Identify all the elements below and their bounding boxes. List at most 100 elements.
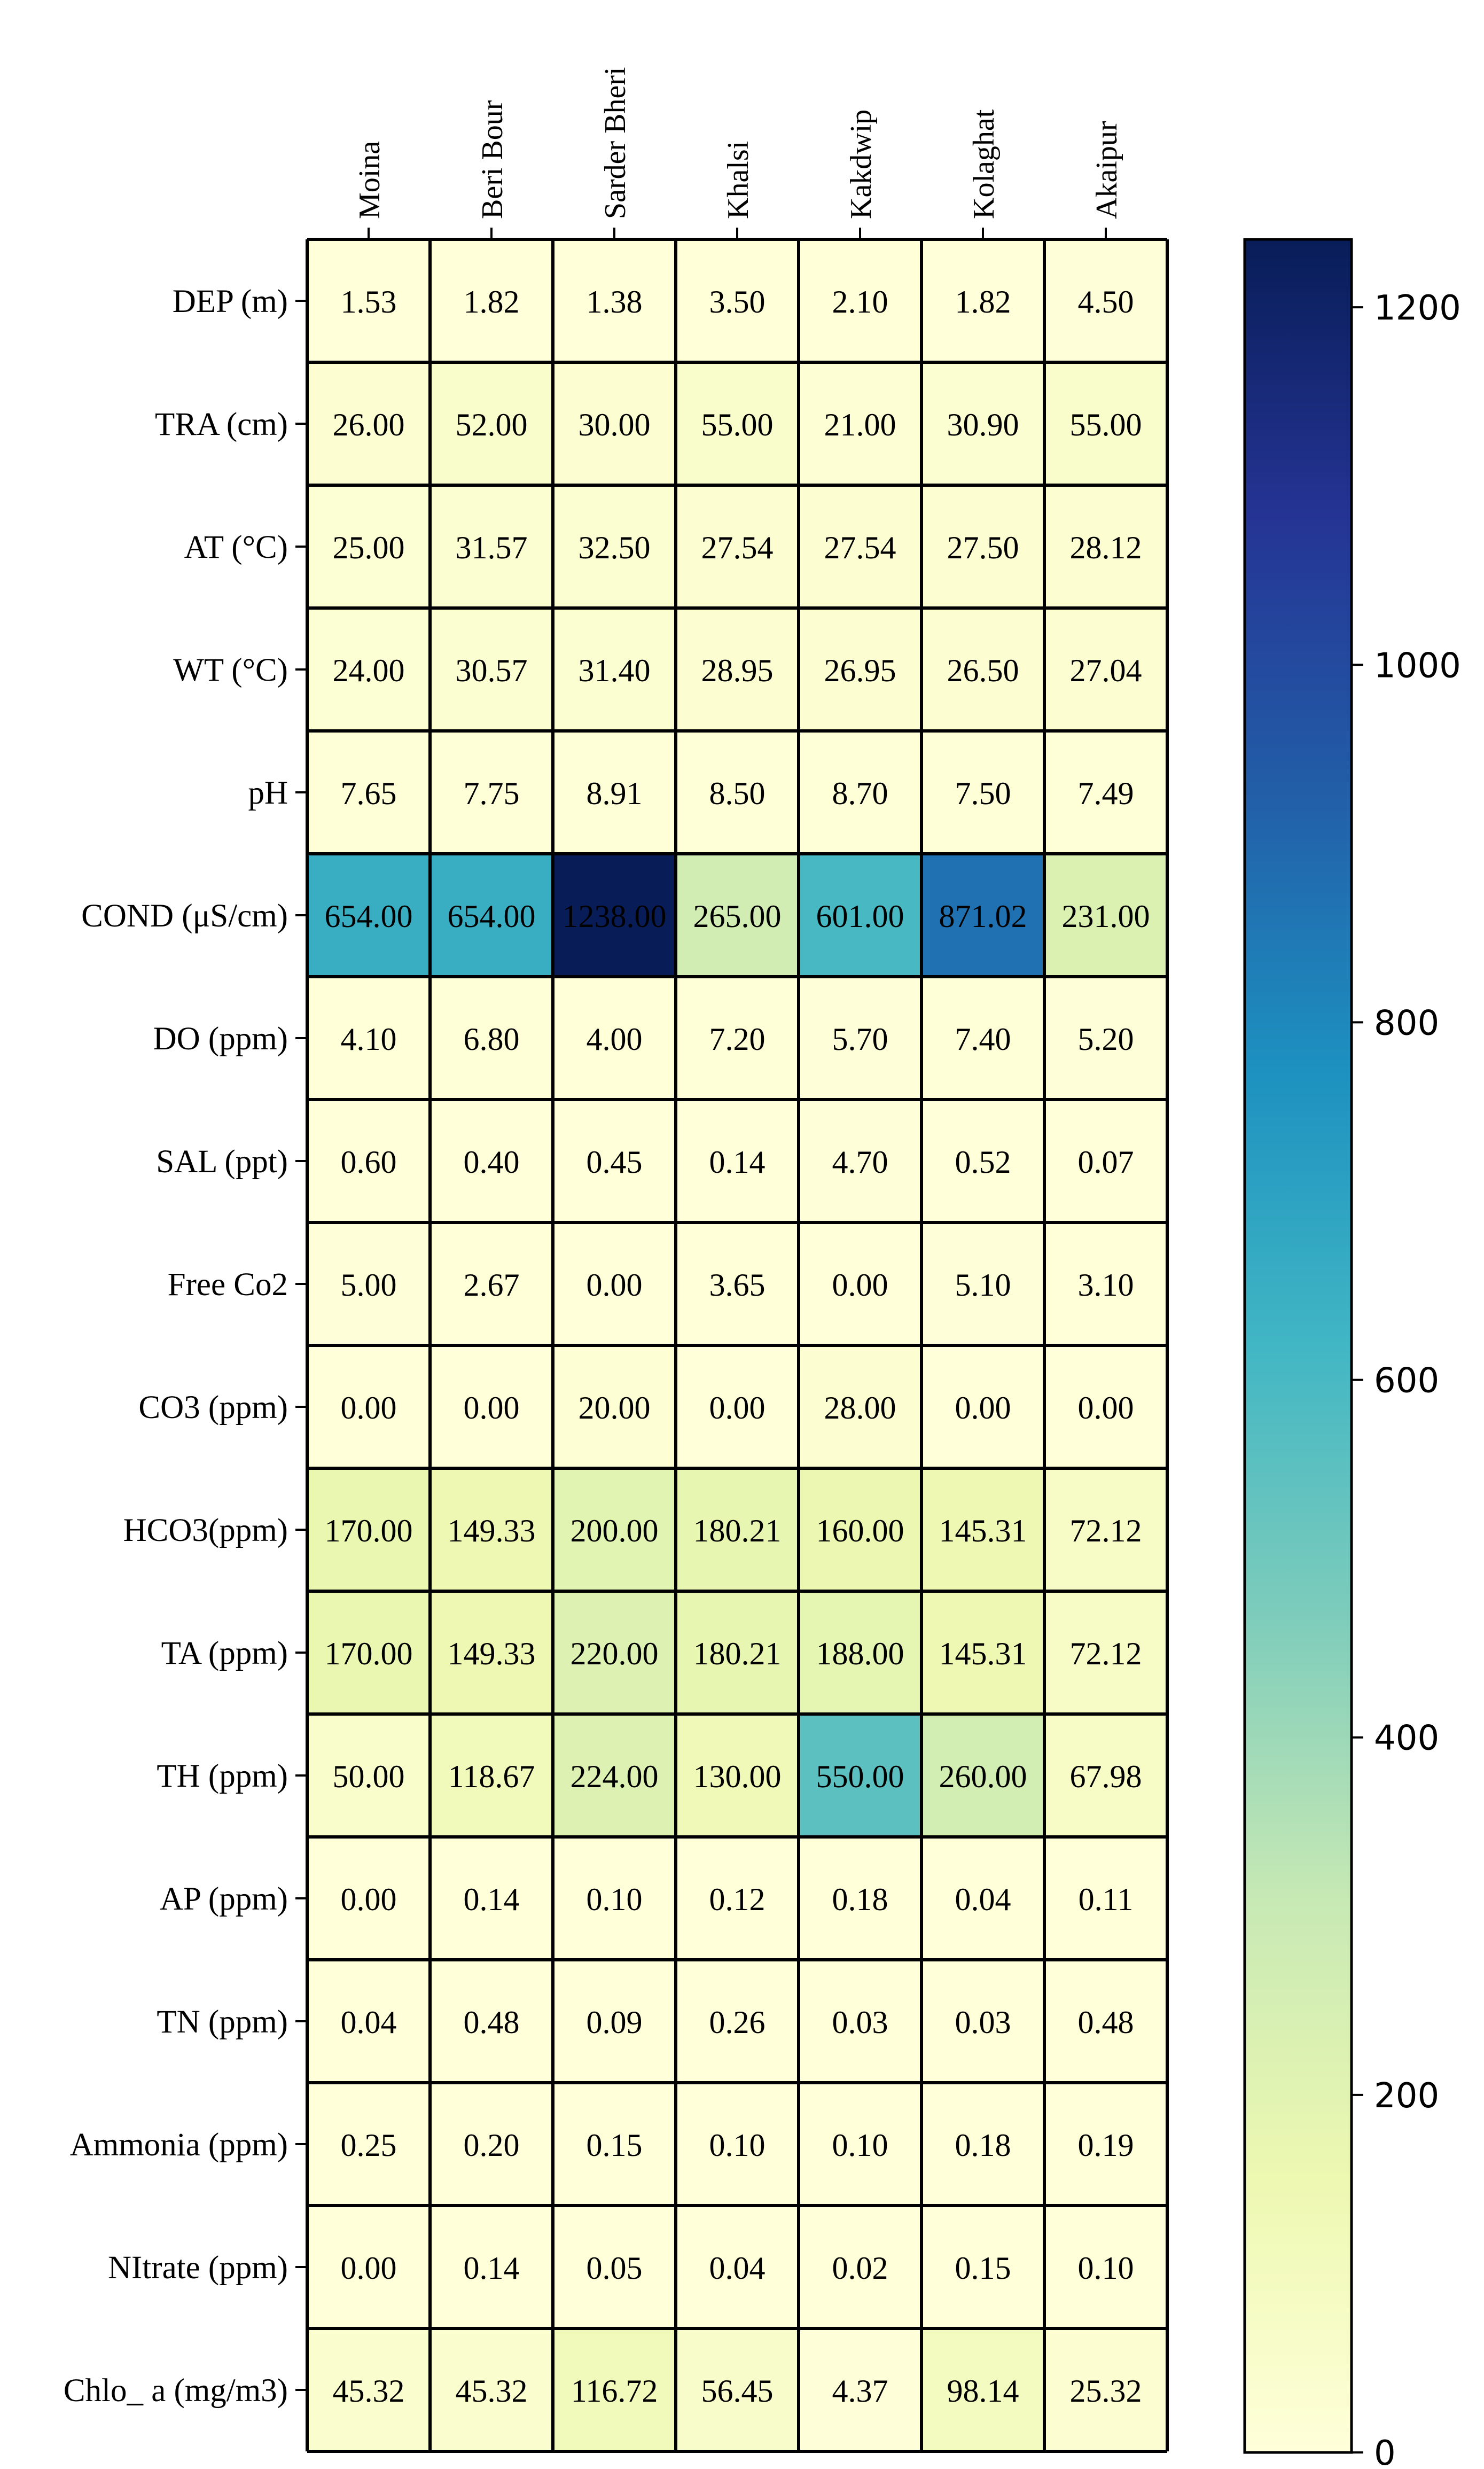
heatmap-cell (307, 1345, 430, 1468)
heatmap-cell (430, 1468, 553, 1591)
cell-value-label: 0.00 (955, 1390, 1011, 1426)
heatmap-cell (676, 1714, 799, 1837)
cell-value-label: 180.21 (693, 1636, 782, 1671)
colorbar-tick-label: 200 (1374, 2076, 1439, 2116)
cell-value-label: 0.00 (341, 2250, 397, 2286)
heatmap-cell (676, 1468, 799, 1591)
row-label: NItrate (ppm) (108, 2250, 288, 2286)
heatmap-cell (430, 731, 553, 854)
heatmap-cell (553, 1837, 676, 1960)
cell-value-label: 871.02 (939, 899, 1027, 934)
row-label: TH (ppm) (157, 1758, 288, 1794)
heatmap-cell (553, 362, 676, 485)
cell-value-label: 0.03 (955, 2005, 1011, 2040)
heatmap-cell (1044, 1222, 1167, 1345)
heatmap-cell (430, 239, 553, 362)
cell-value-label: 2.67 (464, 1267, 520, 1303)
heatmap-cell (307, 1837, 430, 1960)
heatmap-cell (921, 1714, 1044, 1837)
heatmap-cell (799, 239, 921, 362)
cell-value-label: 149.33 (448, 1513, 536, 1548)
cell-value-label: 145.31 (939, 1636, 1027, 1671)
heatmap-cell (921, 977, 1044, 1100)
cell-value-label: 0.02 (832, 2250, 888, 2286)
row-label: pH (248, 775, 288, 811)
heatmap-cell (430, 977, 553, 1100)
cell-value-label: 265.00 (693, 899, 782, 934)
heatmap-cell (676, 485, 799, 608)
heatmap-cell (307, 2206, 430, 2328)
heatmap-cell (307, 1468, 430, 1591)
heatmap-cell (799, 854, 921, 977)
cell-value-label: 28.00 (824, 1390, 896, 1426)
row-label: TA (ppm) (161, 1635, 288, 1671)
cell-value-label: 0.10 (709, 2128, 766, 2163)
cell-value-label: 0.04 (341, 2005, 397, 2040)
cell-value-label: 55.00 (1070, 407, 1142, 442)
heatmap-cell (676, 1222, 799, 1345)
cell-value-label: 0.10 (832, 2128, 888, 2163)
cell-value-label: 0.00 (709, 1390, 766, 1426)
cell-value-label: 188.00 (816, 1636, 904, 1671)
cell-value-label: 200.00 (571, 1513, 659, 1548)
heatmap-cell (799, 1468, 921, 1591)
heatmap-cell (676, 1837, 799, 1960)
cell-value-label: 27.54 (701, 530, 774, 565)
heatmap-cell (921, 2328, 1044, 2451)
cell-value-label: 8.50 (709, 776, 766, 811)
cell-value-label: 0.11 (1079, 1882, 1134, 1917)
cell-value-label: 0.52 (955, 1144, 1011, 1180)
cell-value-label: 3.10 (1078, 1267, 1134, 1303)
row-label: DEP (m) (173, 284, 288, 320)
heatmap-cell (921, 1468, 1044, 1591)
heatmap-cell (1044, 608, 1167, 731)
colorbar: 0 200 400 600 800 1000 1200 (1243, 238, 1461, 2469)
row-label: WT (°C) (173, 652, 288, 688)
cell-value-label: 32.50 (579, 530, 651, 565)
heatmap-cell (307, 731, 430, 854)
cell-value-label: 0.10 (1078, 2250, 1134, 2286)
heatmap-cell (1044, 1345, 1167, 1468)
cell-value-label: 0.45 (587, 1144, 643, 1180)
row-label: HCO3(ppm) (123, 1513, 288, 1548)
cell-value-label: 56.45 (701, 2373, 774, 2409)
heatmap-cell-labels: 1.53 1.82 1.38 3.50 2.10 1.82 4.50 26.00 52.00 30… (325, 284, 1150, 2409)
heatmap-cell (553, 1345, 676, 1468)
cell-value-label: 118.67 (448, 1759, 535, 1794)
cell-value-label: 0.26 (709, 2005, 766, 2040)
cell-value-label: 160.00 (816, 1513, 904, 1548)
cell-value-label: 0.14 (464, 1882, 520, 1917)
cell-value-label: 8.91 (587, 776, 643, 811)
cell-value-label: 4.50 (1078, 284, 1134, 320)
heatmap-cell (553, 1222, 676, 1345)
cell-value-label: 1.82 (464, 284, 520, 320)
cell-value-label: 0.05 (587, 2250, 643, 2286)
cell-value-label: 31.57 (456, 530, 528, 565)
heatmap-cell (921, 608, 1044, 731)
heatmap-cell (1044, 1468, 1167, 1591)
cell-value-label: 0.00 (341, 1390, 397, 1426)
cell-value-label: 50.00 (333, 1759, 405, 1794)
heatmap-cell (799, 1222, 921, 1345)
cell-value-label: 0.48 (1078, 2005, 1134, 2040)
row-label: CO3 (ppm) (138, 1390, 288, 1426)
row-labels: DEP (m) TRA (cm) AT (°C) WT (°C) pH COND (μS/… (64, 284, 307, 2409)
cell-value-label: 45.32 (456, 2373, 528, 2409)
cell-value-label: 0.14 (464, 2250, 520, 2286)
cell-value-label: 26.00 (333, 407, 405, 442)
cell-value-label: 30.90 (947, 407, 1019, 442)
cell-value-label: 27.04 (1070, 653, 1142, 688)
heatmap-cell (921, 731, 1044, 854)
heatmap-cell (553, 731, 676, 854)
heatmap-cell (553, 485, 676, 608)
cell-value-label: 130.00 (693, 1759, 782, 1794)
heatmap-cell (921, 362, 1044, 485)
colorbar-tick-label: 600 (1374, 1361, 1439, 1401)
heatmap-grid (306, 238, 1169, 2453)
heatmap-cell (553, 1100, 676, 1222)
heatmap-cell (307, 977, 430, 1100)
column-label: Akaipur (1090, 121, 1123, 219)
cell-value-label: 30.57 (456, 653, 528, 688)
heatmap-cells (307, 239, 1167, 2451)
heatmap-cell (430, 362, 553, 485)
